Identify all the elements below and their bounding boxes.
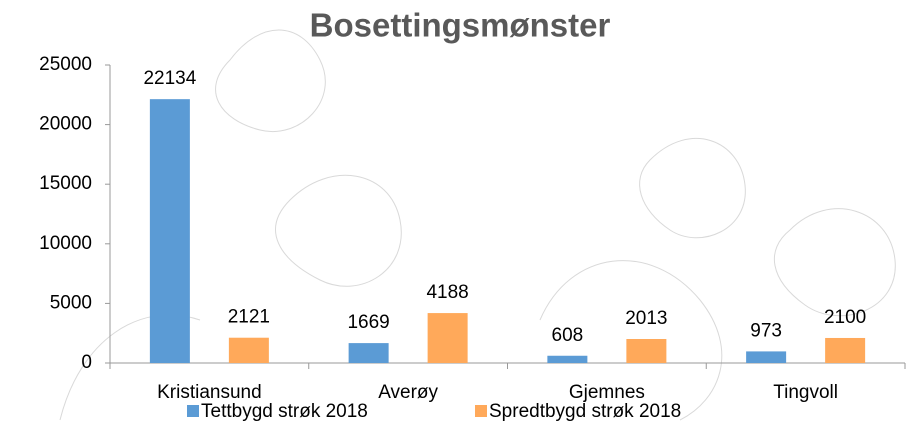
chart-title: Bosettingsmønster bbox=[310, 7, 611, 44]
bar bbox=[746, 351, 787, 363]
x-tick-label: Averøy bbox=[378, 382, 438, 403]
y-tick-label: 10000 bbox=[39, 233, 92, 254]
legend-label: Tettbygd strøk 2018 bbox=[201, 401, 368, 422]
x-tick-label: Kristiansund bbox=[157, 382, 262, 403]
bar bbox=[825, 337, 866, 363]
data-label: 2013 bbox=[625, 308, 667, 329]
legend-label: Spredtbygd strøk 2018 bbox=[489, 401, 681, 422]
data-label: 4188 bbox=[426, 282, 468, 303]
y-tick-label: 5000 bbox=[50, 292, 92, 313]
bar bbox=[228, 337, 269, 363]
data-label: 2100 bbox=[824, 307, 866, 328]
background-pattern bbox=[59, 29, 896, 421]
x-tick-label: Tingvoll bbox=[773, 382, 838, 403]
y-tick-label: 15000 bbox=[39, 173, 92, 194]
bar bbox=[149, 99, 190, 363]
legend-swatch bbox=[475, 405, 487, 417]
y-tick-label: 20000 bbox=[39, 114, 92, 135]
y-tick-label: 0 bbox=[81, 352, 92, 373]
y-tick-label: 25000 bbox=[39, 54, 92, 75]
bar bbox=[348, 343, 389, 363]
bar bbox=[427, 313, 468, 363]
legend-swatch bbox=[187, 405, 199, 417]
data-label: 973 bbox=[750, 320, 782, 341]
data-label: 1669 bbox=[347, 312, 389, 333]
x-tick-label: Gjemnes bbox=[569, 382, 645, 403]
bar bbox=[626, 339, 667, 363]
data-label: 608 bbox=[552, 325, 584, 346]
bar bbox=[547, 355, 588, 363]
data-label: 2121 bbox=[228, 307, 270, 328]
data-label: 22134 bbox=[143, 68, 196, 89]
